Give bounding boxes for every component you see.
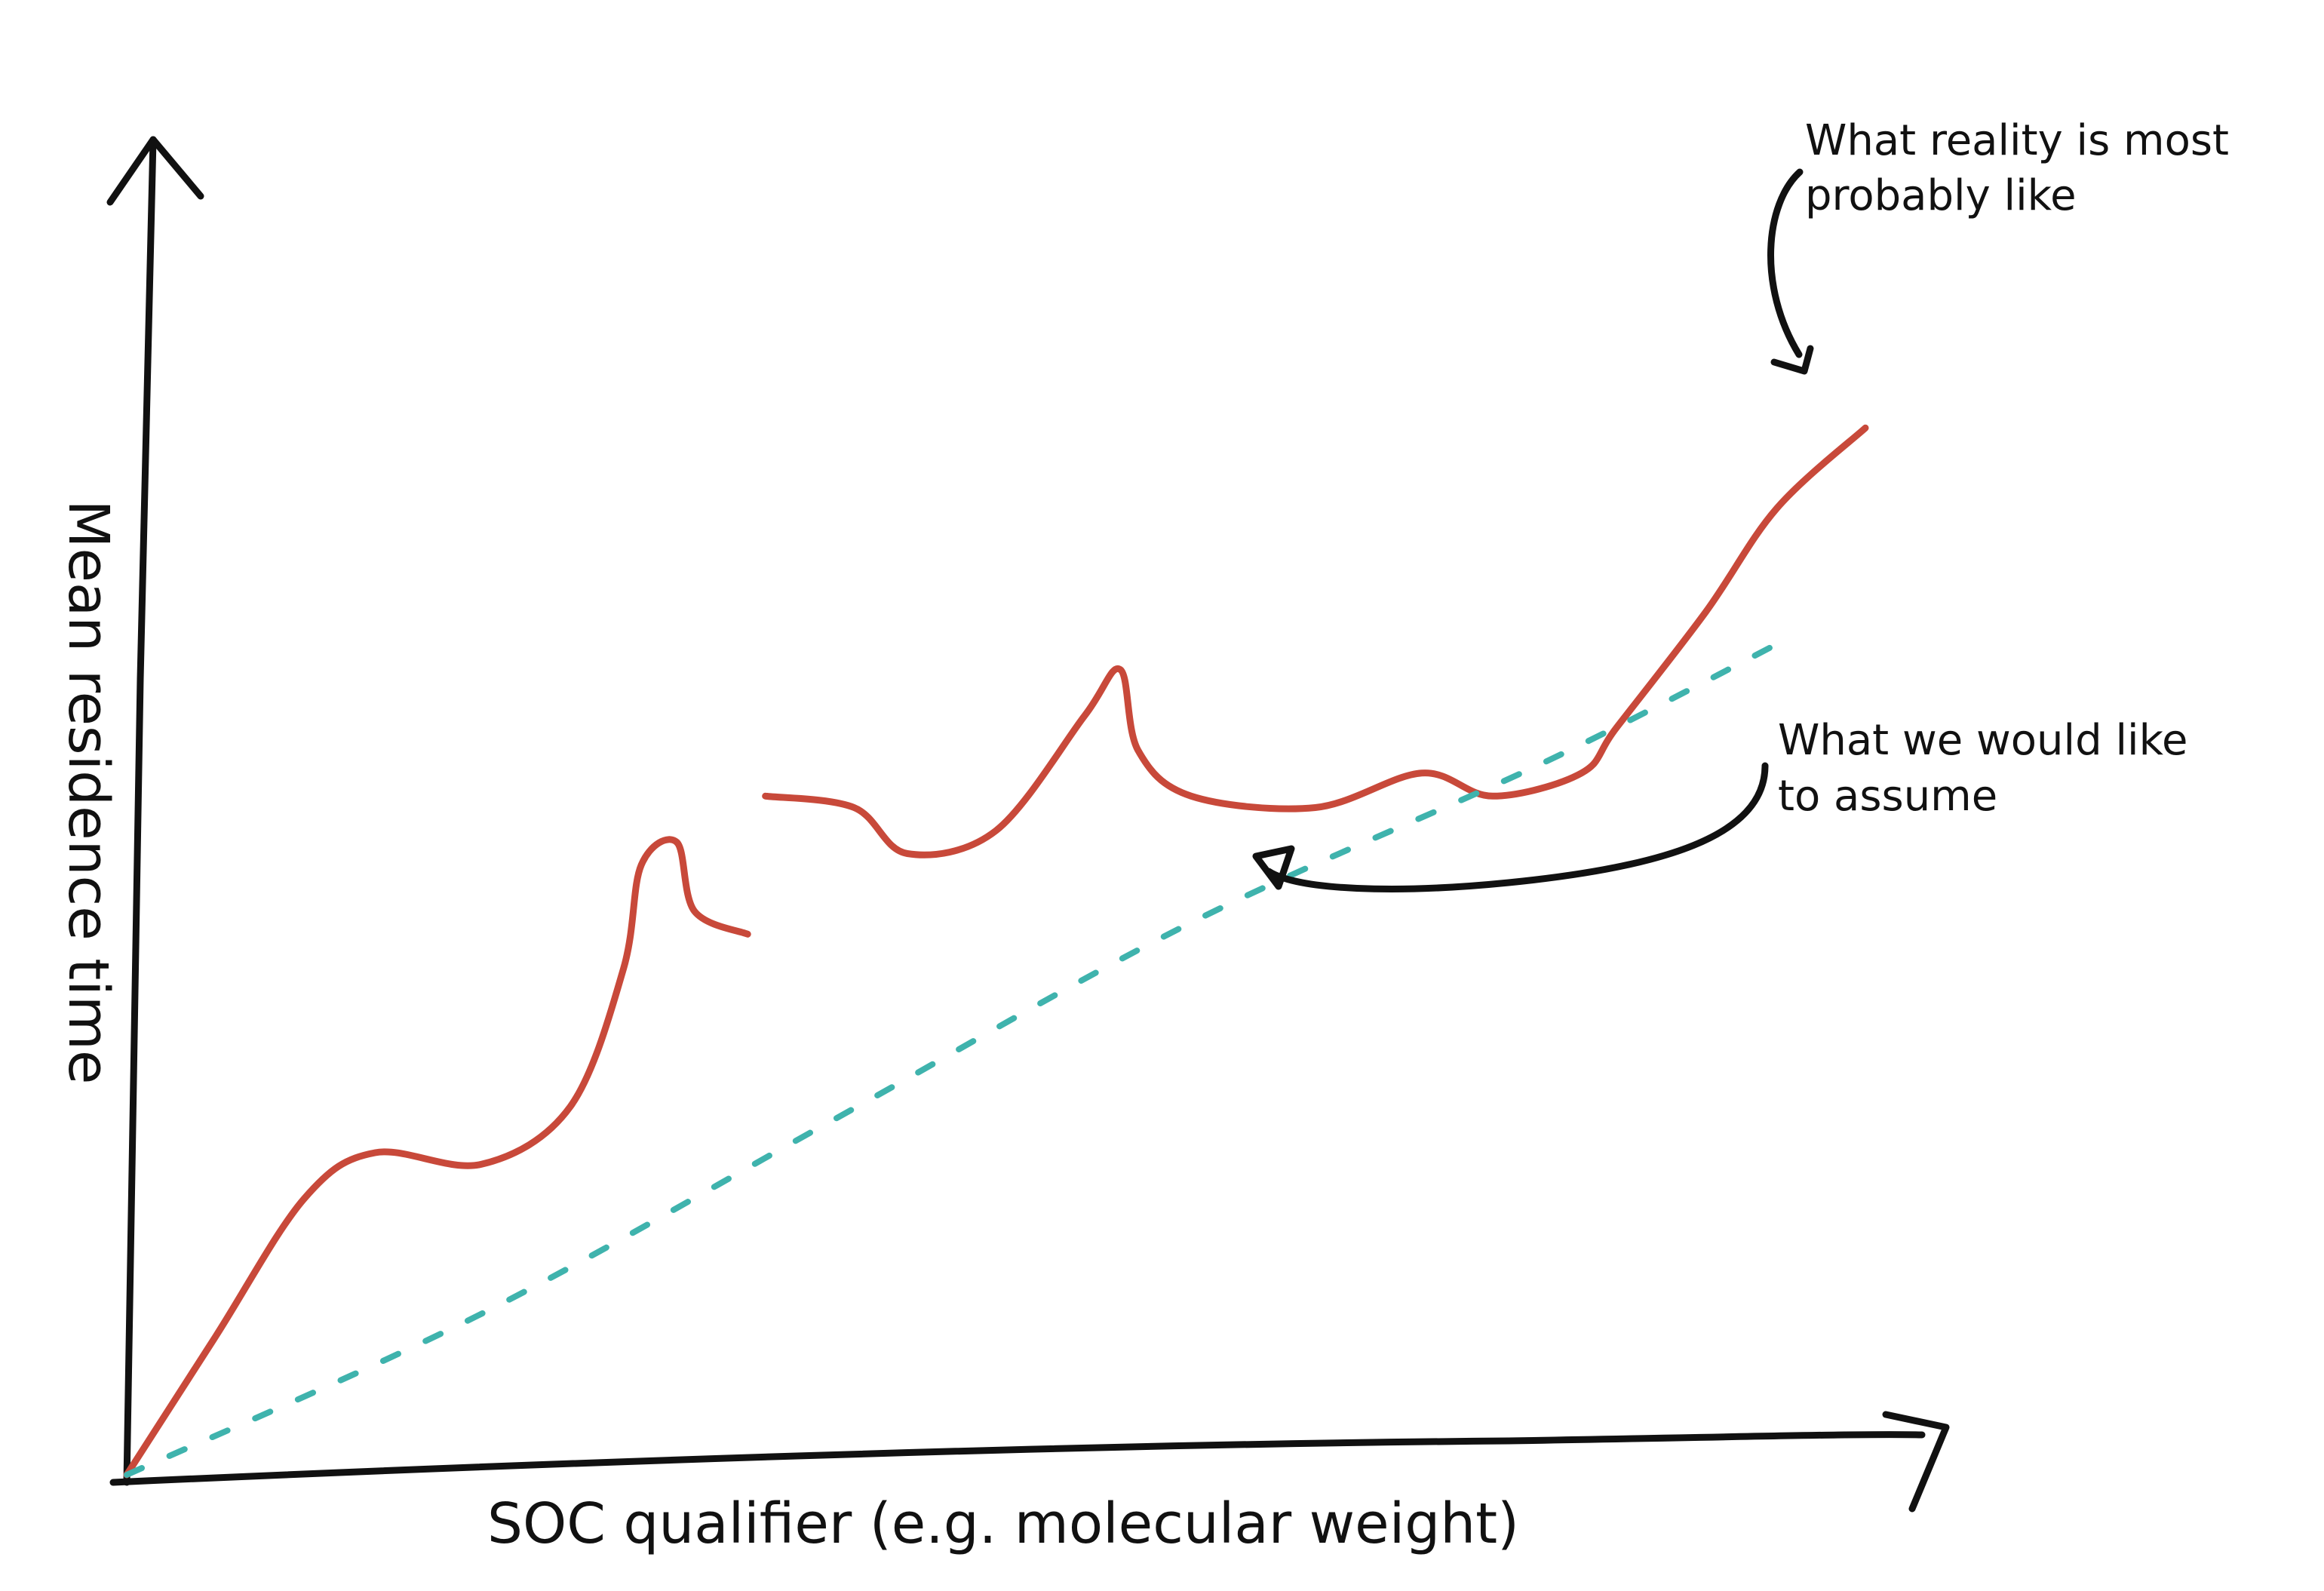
annotation-reality-arrowhead	[1770, 345, 1814, 375]
annotation-assume-line-1: What we would like	[1778, 716, 2187, 765]
y-axis-label: Mean residence time	[56, 500, 121, 1085]
annotation-assume-arrow	[1265, 762, 1769, 892]
series-layer	[123, 424, 1869, 1479]
reality-curve-segment-1	[123, 836, 751, 1479]
y-axis	[123, 136, 157, 1486]
reality-curve-segment-2	[762, 424, 1869, 858]
assumed-trend-line	[124, 631, 1797, 1478]
annotation-reality-line-1: What reality is most	[1805, 116, 2229, 165]
y-axis-arrowhead	[106, 136, 204, 206]
x-axis	[109, 1431, 1926, 1486]
annotation-reality-arrow	[1767, 168, 1804, 358]
x-axis-arrowhead	[1882, 1411, 1950, 1513]
x-axis-label: SOC qualifier (e.g. molecular weight)	[487, 1491, 1519, 1556]
annotation-assume-arrowhead	[1252, 845, 1295, 890]
annotation-assume-line-2: to assume	[1778, 772, 1997, 821]
annotation-reality-line-2: probably like	[1805, 171, 2077, 220]
